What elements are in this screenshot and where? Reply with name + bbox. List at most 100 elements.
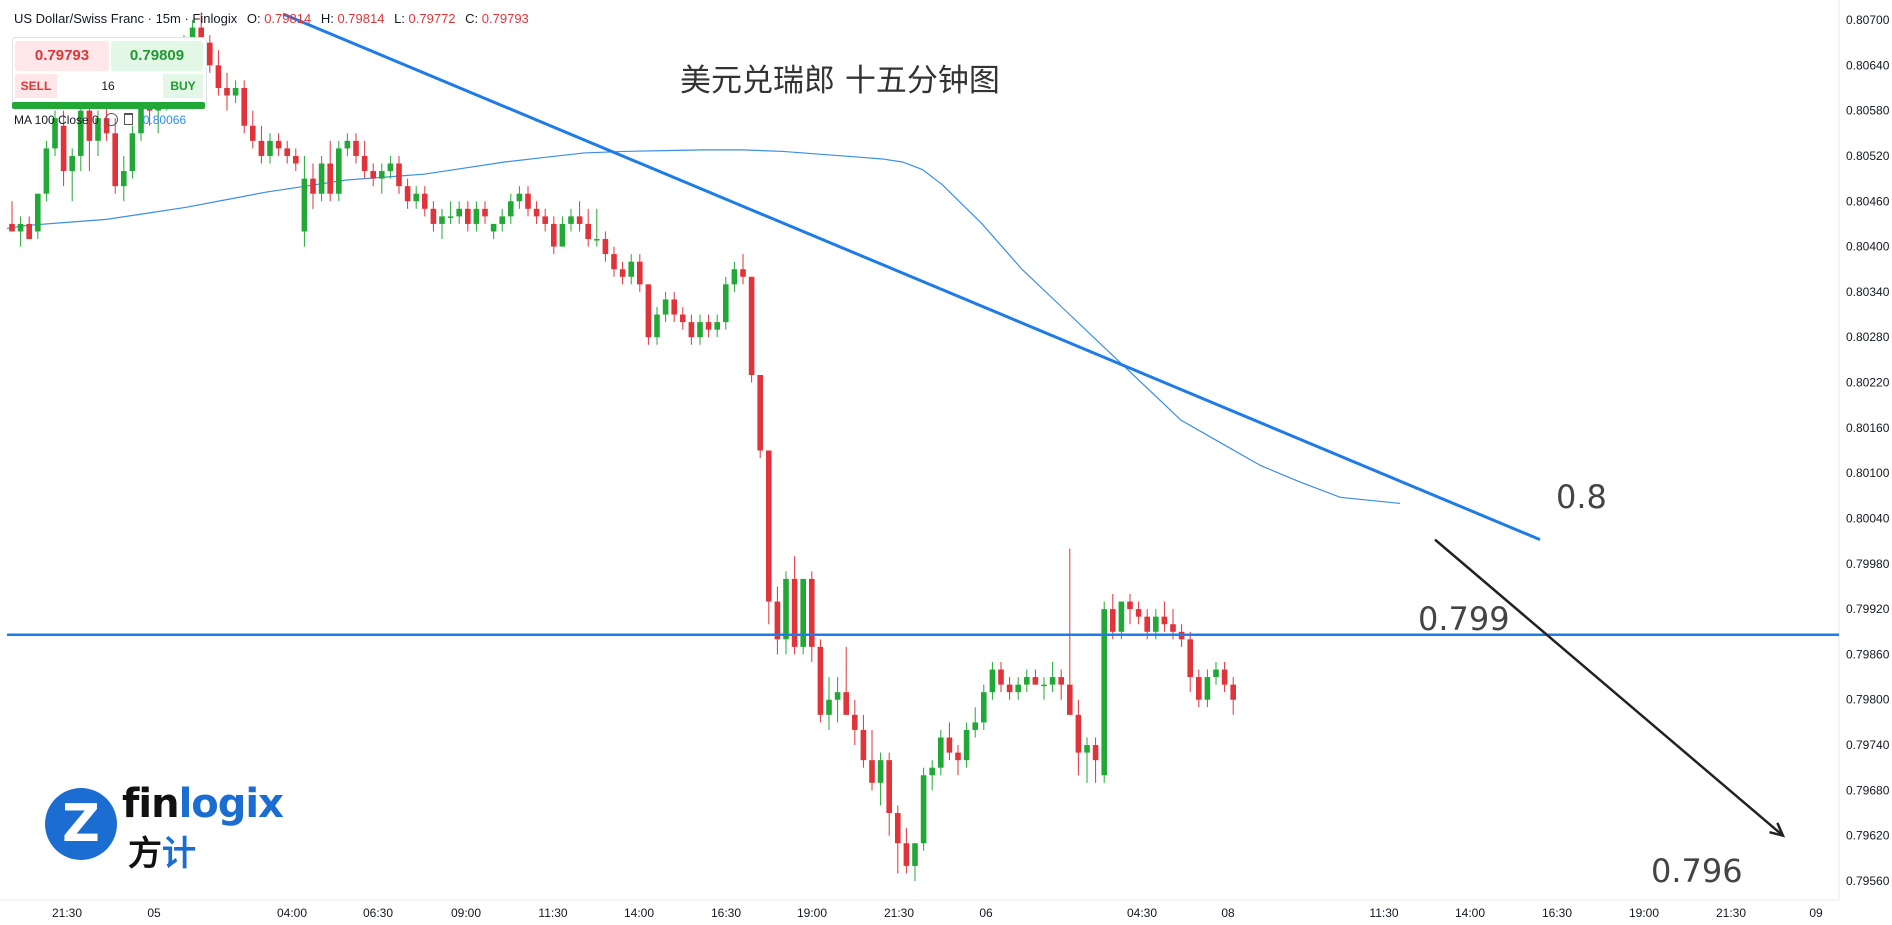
candle-body — [112, 133, 118, 187]
candle-body — [671, 299, 677, 315]
y-tick-label: 0.79740 — [1846, 738, 1890, 752]
candle-body — [1153, 616, 1159, 632]
candle-body — [396, 163, 402, 187]
buy-button[interactable]: BUY — [163, 74, 203, 98]
x-tick-label: 08 — [1221, 906, 1235, 920]
y-tick-label: 0.80580 — [1846, 104, 1890, 118]
y-tick-label: 0.80040 — [1846, 511, 1890, 525]
trade-panel: 0.79793 0.79809 SELL 16 BUY — [12, 37, 207, 107]
y-tick-label: 0.79560 — [1846, 874, 1890, 888]
candle-body — [86, 110, 93, 141]
y-tick-label: 0.79860 — [1846, 647, 1890, 661]
buy-price-button[interactable]: 0.79809 — [111, 41, 203, 71]
gear-icon[interactable] — [105, 113, 119, 126]
quantity-input[interactable]: 16 — [101, 79, 115, 93]
candle-body — [662, 299, 669, 315]
candle-body — [318, 163, 325, 194]
x-tick-label: 21:30 — [884, 906, 914, 920]
high-value: 0.79814 — [337, 11, 385, 26]
candle-body — [301, 178, 308, 232]
candle-body — [1101, 609, 1107, 776]
candle-body — [60, 125, 67, 172]
candle-body — [594, 239, 600, 241]
sell-price-button[interactable]: 0.79793 — [15, 41, 109, 71]
drawings — [7, 12, 1839, 838]
candle-body — [748, 276, 755, 375]
level-target-label: 0.796 — [1651, 852, 1743, 890]
candle-body — [1110, 609, 1116, 632]
y-tick-label: 0.80100 — [1846, 466, 1890, 480]
candle-body — [293, 155, 299, 164]
candle-body — [430, 208, 437, 224]
candle-body — [232, 87, 239, 96]
x-tick-label: 16:30 — [711, 906, 741, 920]
candle-body — [327, 163, 333, 194]
trash-icon[interactable] — [124, 113, 134, 125]
candle-body — [267, 140, 273, 156]
x-tick-label: 11:30 — [538, 906, 567, 920]
indicator-legend: MA 100 Close 0 0.80066 — [14, 113, 186, 127]
y-tick-label: 0.80340 — [1846, 285, 1890, 299]
candle-body — [576, 216, 583, 224]
candle-body — [1144, 616, 1150, 632]
candle-body — [654, 314, 660, 338]
logo-mark: Z — [62, 794, 100, 854]
candle-body — [241, 87, 247, 126]
symbol-name: US Dollar/Swiss Franc · 15m · Finlogix — [14, 11, 238, 26]
y-axis: 0.80700 0.80640 0.80580 0.80520 0.80460 0.804… — [1838, 0, 1890, 900]
candles — [9, 12, 1236, 881]
x-tick-label: 21:30 — [52, 906, 82, 920]
candle-body — [869, 760, 875, 783]
x-tick-label: 14:00 — [624, 906, 654, 920]
candle-body — [1006, 684, 1013, 693]
candle-body — [963, 729, 970, 761]
candle-body — [336, 148, 342, 194]
candle-body — [379, 171, 385, 179]
candle-body — [473, 208, 480, 224]
y-tick-label: 0.79620 — [1846, 829, 1890, 843]
x-tick-label: 11:30 — [1369, 906, 1398, 920]
candle-body — [78, 110, 84, 156]
low-value: 0.79772 — [408, 11, 456, 26]
indicator-value: 0.80066 — [142, 113, 187, 127]
candle-body — [817, 646, 824, 715]
candle-body — [766, 450, 772, 602]
low-label: L: — [394, 11, 405, 26]
candle-body — [619, 269, 626, 277]
candle-body — [103, 118, 110, 134]
candle-body — [895, 813, 901, 844]
candle-body — [946, 737, 953, 753]
candle-body — [989, 669, 996, 693]
x-tick-label: 16:30 — [1542, 906, 1572, 920]
open-label: O: — [246, 11, 261, 26]
candle-body — [705, 322, 712, 330]
candle-body — [1032, 677, 1039, 685]
sell-button[interactable]: SELL — [15, 74, 57, 98]
candle-body — [387, 163, 394, 172]
brand-part1: fin — [122, 781, 180, 827]
candle-body — [189, 27, 196, 43]
candle-body — [1161, 616, 1168, 625]
x-tick-label: 05 — [147, 906, 161, 920]
candle-body — [903, 843, 910, 866]
candle-body — [852, 714, 858, 730]
candle-body — [1213, 669, 1219, 678]
candle-body — [69, 155, 75, 172]
candle-body — [361, 155, 368, 172]
candle-body — [1221, 669, 1228, 685]
candle-body — [551, 223, 557, 247]
candle-body — [17, 223, 24, 232]
projection-arrow — [1434, 538, 1784, 837]
candle-body — [258, 140, 265, 156]
candle-body — [637, 261, 643, 285]
brand-name: finlogix — [122, 781, 284, 827]
y-tick-label: 0.80460 — [1846, 194, 1890, 208]
ma100-line — [6, 149, 1401, 504]
candle-body — [826, 699, 832, 715]
candle-body — [1230, 684, 1236, 700]
candle-body — [611, 254, 617, 270]
candle-body — [585, 223, 591, 240]
indicator-label: MA 100 Close 0 — [14, 113, 99, 127]
candle-body — [43, 148, 50, 194]
